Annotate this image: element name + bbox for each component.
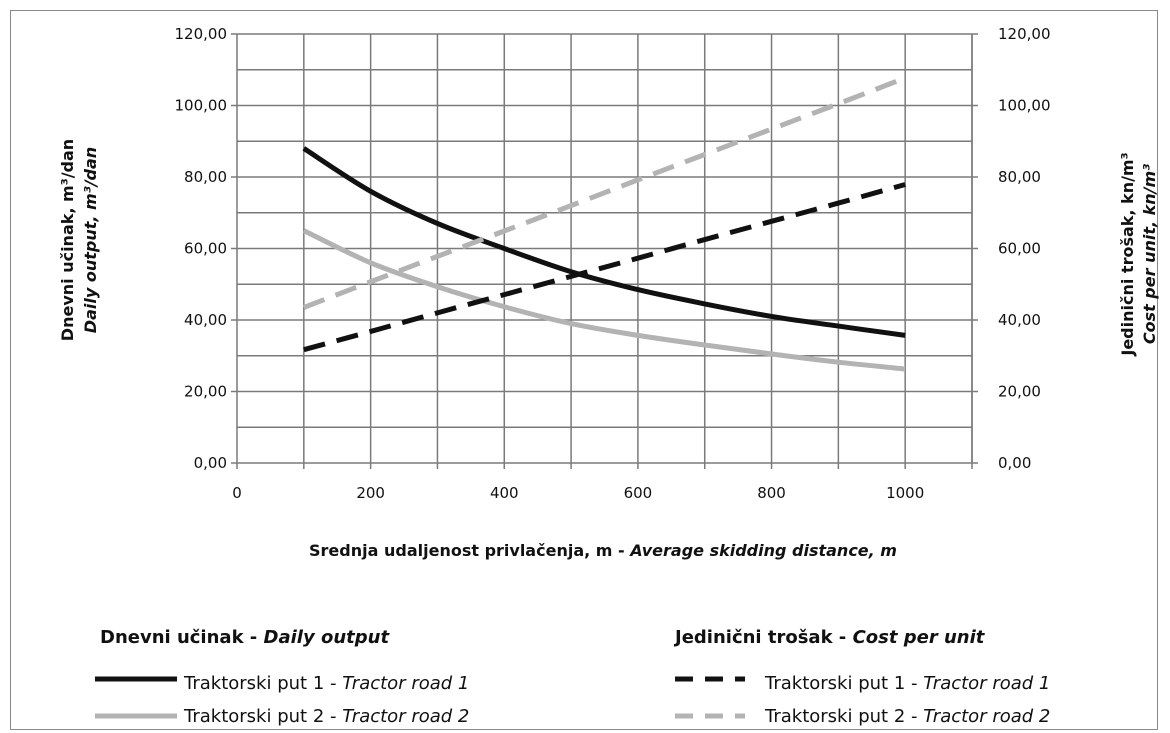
legend-label-cost-road-1: Traktorski put 1 - Tractor road 1	[764, 673, 1050, 694]
legend-label-output-road-2: Traktorski put 2 - Tractor road 2	[183, 706, 469, 727]
gridlines	[237, 33, 973, 463]
y-left-tick-label: 20,00	[184, 383, 227, 401]
legend-label-cost-road-1-num: 1 -	[894, 673, 923, 694]
y-right-tick-label: 60,00	[998, 240, 1041, 258]
y-left-tick-label: 80,00	[184, 168, 227, 186]
y-right-tick-label: 40,00	[998, 311, 1041, 329]
x-tick-label: 800	[757, 484, 786, 502]
y-right-axis-title-main: Jedinični trošak, kn/m³	[1118, 152, 1137, 356]
legend-heading-daily-output-italic: Daily output	[264, 627, 391, 648]
y-right-tick-label: 100,00	[998, 97, 1051, 115]
legend: Dnevni učinak - Daily output Jedinični t…	[95, 627, 1050, 727]
y-left-tick-label: 0,00	[194, 454, 227, 472]
legend-heading-cost-per-unit-italic: Cost per unit	[853, 627, 986, 648]
x-tick-label: 200	[356, 484, 385, 502]
daily-output-road-1-line	[302, 146, 906, 338]
legend-label-cost-road-2: Traktorski put 2 - Tractor road 2	[764, 706, 1050, 727]
legend-label-cost-road-1-main: Traktorski put	[764, 673, 894, 694]
legend-label-output-road-1-italic: Tractor road 1	[342, 673, 469, 694]
tick-labels: 0,00 20,00 40,00 60,00 80,00 100,00 120,00 0,00…	[175, 25, 1051, 502]
axes	[231, 33, 978, 469]
x-axis-title-italic: Average skidding distance, m	[628, 541, 897, 560]
x-tick-label: 0	[232, 484, 242, 502]
cost-per-unit-road-2-line	[302, 75, 907, 310]
legend-heading-daily-output: Dnevni učinak - Daily output	[100, 627, 390, 648]
legend-label-output-road-2-main: Traktorski put	[183, 706, 313, 727]
chart-frame	[10, 10, 1158, 730]
y-right-tick-label: 80,00	[998, 168, 1041, 186]
y-left-tick-label: 60,00	[184, 240, 227, 258]
legend-label-output-road-1-num: 1 -	[313, 673, 342, 694]
legend-label-cost-road-2-num: 2 -	[894, 706, 923, 727]
x-axis-title-main: Srednja udaljenost privlačenja, m -	[309, 541, 630, 560]
legend-label-cost-road-1-italic: Tractor road 1	[923, 673, 1050, 694]
series-lines	[302, 75, 907, 372]
y-right-tick-label: 120,00	[998, 25, 1051, 43]
y-left-tick-label: 40,00	[184, 311, 227, 329]
legend-heading-daily-output-main: Dnevni učinak -	[100, 627, 264, 648]
legend-label-output-road-1: Traktorski put 1 - Tractor road 1	[183, 673, 469, 694]
legend-heading-cost-per-unit: Jedinični trošak - Cost per unit	[673, 627, 986, 648]
cost-per-unit-road-1-line	[303, 182, 906, 353]
legend-label-output-road-1-main: Traktorski put	[183, 673, 313, 694]
legend-label-output-road-2-italic: Tractor road 2	[342, 706, 469, 727]
legend-label-cost-road-2-main: Traktorski put	[764, 706, 894, 727]
x-tick-label: 1000	[886, 484, 924, 502]
y-left-axis-title-italic: Daily output, m³/dan	[81, 147, 100, 333]
y-left-axis-title-main: Dnevni učinak, m³/dan	[58, 139, 77, 341]
daily-output-road-2-line	[302, 228, 906, 372]
y-right-axis-title-italic: Cost per unit, kn/m³	[1140, 164, 1159, 344]
legend-label-cost-road-2-italic: Tractor road 2	[923, 706, 1050, 727]
y-left-tick-label: 100,00	[175, 97, 228, 115]
legend-label-output-road-2-num: 2 -	[313, 706, 342, 727]
y-right-tick-label: 0,00	[998, 454, 1031, 472]
legend-heading-cost-per-unit-main: Jedinični trošak -	[673, 627, 853, 648]
x-tick-label: 600	[624, 484, 653, 502]
y-right-tick-label: 20,00	[998, 383, 1041, 401]
x-axis-title: Srednja udaljenost privlačenja, m - Aver…	[309, 541, 897, 560]
x-tick-label: 400	[490, 484, 519, 502]
y-left-tick-label: 120,00	[175, 25, 228, 43]
